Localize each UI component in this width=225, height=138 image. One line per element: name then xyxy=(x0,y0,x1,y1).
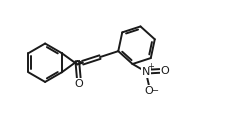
Text: O: O xyxy=(161,66,169,76)
Text: −: − xyxy=(151,86,158,95)
Text: O: O xyxy=(144,86,153,96)
Text: O: O xyxy=(75,79,83,89)
Text: N: N xyxy=(142,67,150,77)
Text: +: + xyxy=(147,62,154,71)
